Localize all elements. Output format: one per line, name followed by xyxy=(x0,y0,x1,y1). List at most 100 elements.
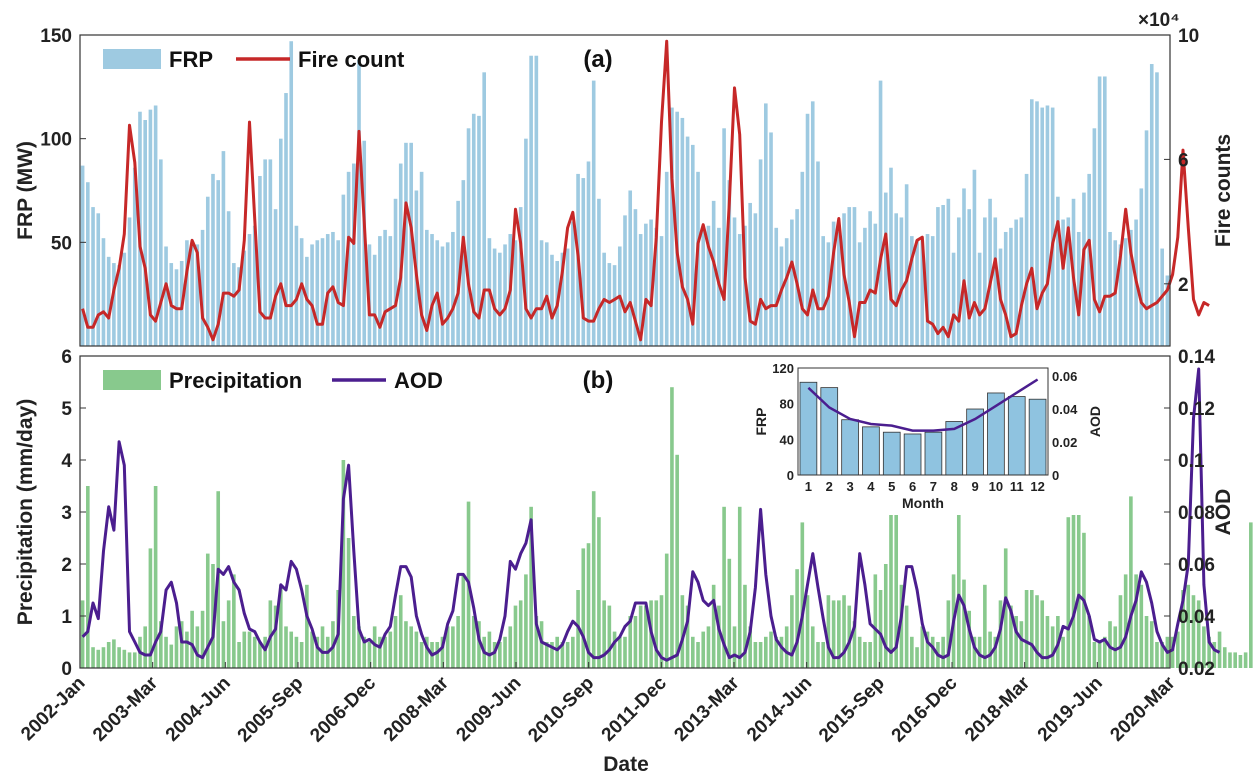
precipitation-bar xyxy=(263,636,267,668)
precipitation-bar xyxy=(315,636,320,668)
precipitation-bar xyxy=(143,626,147,668)
frp-bar xyxy=(1045,105,1050,346)
precipitation-bar xyxy=(732,626,737,668)
frp-bar xyxy=(148,109,153,346)
precipitation-bar xyxy=(764,636,768,668)
inset-x-tick-label: 5 xyxy=(888,479,895,494)
precipitation-bar xyxy=(1217,631,1222,668)
precipitation-bar xyxy=(284,626,288,668)
frp-bar xyxy=(857,242,862,346)
frp-bar xyxy=(560,252,565,346)
frp-bar xyxy=(1144,130,1149,346)
frp-bar xyxy=(790,219,794,346)
precipitation-bar xyxy=(1050,626,1055,668)
precipitation-bar xyxy=(894,496,899,668)
precipitation-bar xyxy=(623,636,627,668)
precipitation-bar xyxy=(477,621,481,668)
frp-bar xyxy=(1108,231,1112,346)
frp-bar xyxy=(920,240,925,346)
frp-bar xyxy=(951,252,956,346)
precipitation-bar xyxy=(388,631,393,668)
frp-bar xyxy=(1024,173,1029,346)
precipitation-bar xyxy=(769,631,773,668)
legend-bar-swatch xyxy=(103,370,161,390)
precipitation-bar xyxy=(560,642,565,668)
precipitation-bar xyxy=(842,595,846,668)
frp-bar xyxy=(232,263,236,346)
right-axis-label: Fire counts xyxy=(1212,134,1235,247)
left-axis-label: FRP (MW) xyxy=(14,141,37,240)
x-tick-label: 2004-Jun xyxy=(162,673,235,746)
frp-bar xyxy=(440,246,445,346)
precipitation-bar xyxy=(831,600,836,668)
precipitation-bar xyxy=(1024,590,1029,668)
precipitation-bar xyxy=(1040,600,1045,668)
precipitation-bar xyxy=(644,605,648,668)
inset-frp-bar xyxy=(841,419,859,476)
inset-x-tick-label: 3 xyxy=(846,479,853,494)
precipitation-bar xyxy=(1170,636,1175,668)
right-tick-label: 0.06 xyxy=(1178,555,1215,576)
frp-bar xyxy=(372,254,377,346)
frp-bar xyxy=(670,107,674,346)
frp-bar xyxy=(544,242,549,346)
precipitation-bar xyxy=(883,564,888,668)
precipitation-bar xyxy=(1134,574,1138,668)
frp-bar xyxy=(461,180,466,346)
frp-bar xyxy=(383,229,387,346)
frp-bar xyxy=(769,132,773,346)
precipitation-bar xyxy=(821,642,825,668)
x-tick-label: 2003-Mar xyxy=(89,672,163,746)
frp-bar xyxy=(1050,107,1055,346)
precipitation-bar xyxy=(544,642,549,668)
precipitation-bar xyxy=(367,642,372,668)
frp-bar xyxy=(112,263,116,346)
frp-bar xyxy=(988,198,992,346)
frp-bar xyxy=(774,227,779,346)
inset-x-tick-label: 1 xyxy=(805,479,812,494)
frp-bar xyxy=(153,105,158,346)
frp-bar xyxy=(722,128,726,346)
frp-bar xyxy=(758,159,763,346)
precipitation-bar xyxy=(633,616,638,668)
precipitation-bar xyxy=(320,626,325,668)
precipitation-bar xyxy=(383,636,387,668)
precipitation-bar xyxy=(1191,595,1196,668)
frp-bar xyxy=(258,175,262,346)
precipitation-bar xyxy=(779,636,784,668)
precipitation-bar xyxy=(1076,512,1081,668)
precipitation-bar xyxy=(983,584,987,668)
frp-bar xyxy=(404,142,408,346)
frp-bar xyxy=(727,180,732,346)
precipitation-bar xyxy=(159,621,163,668)
frp-bar xyxy=(185,240,189,346)
precipitation-bar xyxy=(1144,616,1149,668)
precipitation-bar xyxy=(190,610,194,668)
x-tick-label: 2002-Jan xyxy=(17,673,89,745)
x-tick-label: 2010-Sep xyxy=(524,673,598,747)
frp-bar xyxy=(1087,173,1091,346)
frp-bar xyxy=(143,120,147,346)
inset-x-tick-label: 8 xyxy=(951,479,958,494)
x-tick-label: 2008-Mar xyxy=(380,672,454,746)
precipitation-bar xyxy=(904,605,909,668)
frp-bar xyxy=(581,178,586,346)
frp-bar xyxy=(200,229,205,346)
precipitation-bar xyxy=(1061,636,1065,668)
frp-bar xyxy=(753,213,758,346)
frp-bar xyxy=(550,254,554,346)
left-axis-label: Precipitation (mm/day) xyxy=(14,399,37,625)
precipitation-bar xyxy=(1129,496,1133,668)
precipitation-bar xyxy=(221,621,226,668)
left-tick-label: 0 xyxy=(61,659,72,680)
precipitation-bar xyxy=(784,626,789,668)
precipitation-bar xyxy=(310,631,314,668)
x-tick-label: 2013-Mar xyxy=(670,672,744,746)
frp-bar xyxy=(539,240,544,346)
frp-bar xyxy=(226,211,231,346)
precipitation-bar xyxy=(1222,647,1227,668)
inset-x-tick-label: 12 xyxy=(1030,479,1044,494)
left-tick-label: 50 xyxy=(51,233,72,254)
frp-bar xyxy=(122,252,127,346)
frp-bar xyxy=(1061,219,1065,346)
